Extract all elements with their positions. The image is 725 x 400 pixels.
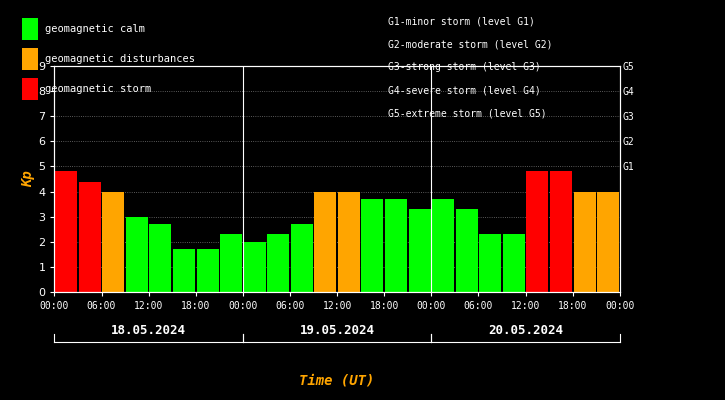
Text: G3-strong storm (level G3): G3-strong storm (level G3) bbox=[388, 62, 541, 72]
Bar bbox=[173, 249, 195, 292]
Text: G4-severe storm (level G4): G4-severe storm (level G4) bbox=[388, 86, 541, 96]
Bar bbox=[268, 234, 289, 292]
Bar bbox=[55, 172, 77, 292]
Bar bbox=[362, 199, 384, 292]
Text: 18.05.2024: 18.05.2024 bbox=[111, 324, 186, 336]
Bar bbox=[338, 192, 360, 292]
Bar bbox=[503, 234, 525, 292]
Text: G5-extreme storm (level G5): G5-extreme storm (level G5) bbox=[388, 109, 547, 119]
Bar bbox=[102, 192, 124, 292]
Text: geomagnetic storm: geomagnetic storm bbox=[45, 84, 152, 94]
Bar bbox=[479, 234, 501, 292]
Bar bbox=[432, 199, 454, 292]
Text: 20.05.2024: 20.05.2024 bbox=[488, 324, 563, 336]
Bar bbox=[573, 192, 595, 292]
Bar bbox=[597, 192, 619, 292]
Text: Time (UT): Time (UT) bbox=[299, 373, 375, 387]
Bar bbox=[126, 217, 148, 292]
Bar bbox=[526, 172, 548, 292]
Bar bbox=[79, 182, 101, 292]
Text: G2-moderate storm (level G2): G2-moderate storm (level G2) bbox=[388, 39, 552, 49]
Bar bbox=[409, 209, 431, 292]
Text: geomagnetic calm: geomagnetic calm bbox=[45, 24, 145, 34]
Bar bbox=[550, 172, 572, 292]
Bar bbox=[220, 234, 242, 292]
Bar bbox=[456, 209, 478, 292]
Bar bbox=[315, 192, 336, 292]
Bar bbox=[291, 224, 312, 292]
Y-axis label: Kp: Kp bbox=[22, 171, 36, 187]
Bar bbox=[385, 199, 407, 292]
Text: G1-minor storm (level G1): G1-minor storm (level G1) bbox=[388, 16, 535, 26]
Text: geomagnetic disturbances: geomagnetic disturbances bbox=[45, 54, 195, 64]
Bar bbox=[149, 224, 171, 292]
Bar bbox=[196, 249, 218, 292]
Bar bbox=[244, 242, 265, 292]
Text: 19.05.2024: 19.05.2024 bbox=[299, 324, 375, 336]
